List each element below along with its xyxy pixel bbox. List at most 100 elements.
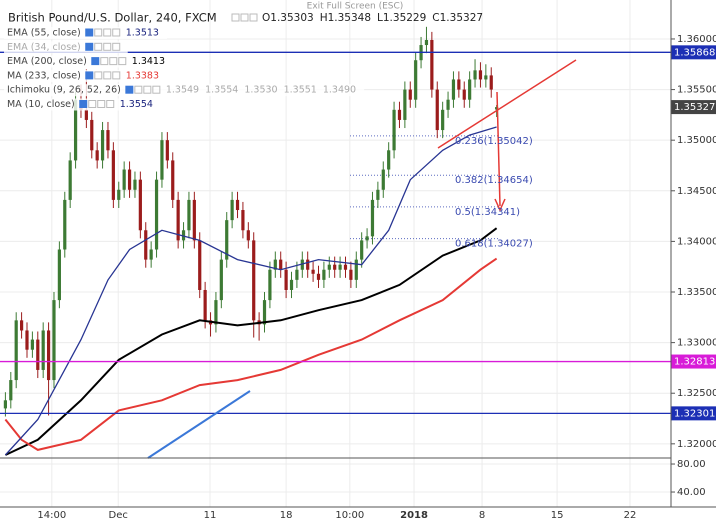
indicator-name: EMA (34, close) — [7, 42, 81, 53]
candle-body — [90, 119, 94, 151]
candle-body — [252, 240, 256, 321]
candle-body — [52, 300, 56, 381]
candle-body — [154, 179, 159, 250]
candle-body — [473, 70, 477, 80]
y-tick-label: 1.33500 — [677, 287, 716, 298]
candle-body — [387, 150, 391, 170]
icon — [91, 57, 100, 66]
indicator-value: 1.3513 — [126, 28, 159, 39]
icon — [112, 28, 121, 37]
y-tick-label: 1.34500 — [677, 186, 716, 197]
x-tick-label: 22 — [624, 510, 637, 521]
fib-label: 0.382(1.34654) — [455, 175, 533, 186]
candle-body — [376, 189, 380, 200]
candle-body — [225, 220, 229, 260]
y-tick-label: 1.32000 — [677, 439, 716, 450]
candle-body — [441, 109, 445, 131]
icon — [103, 28, 112, 37]
candle-body — [349, 269, 353, 280]
y-tick-label: 1.32500 — [677, 388, 716, 399]
x-tick-label: 2018 — [400, 510, 428, 521]
candle-body — [284, 269, 288, 290]
exit-fullscreen[interactable]: Exit Full Screen (ESC) — [307, 2, 404, 12]
y-tick-label: 1.35500 — [677, 85, 716, 96]
plot — [0, 26, 671, 456]
fib-label: 0.618(1.34027) — [455, 239, 533, 250]
candle-body — [268, 269, 272, 301]
candle-body — [446, 99, 450, 110]
candle-body — [397, 109, 402, 120]
fib-label: 0.236(1.35042) — [455, 136, 533, 147]
icon — [109, 57, 118, 66]
candle-body — [306, 259, 310, 270]
arrow — [496, 91, 501, 207]
icon — [240, 13, 249, 22]
candle-body — [138, 179, 142, 231]
indicator-name: MA (10, close) — [7, 99, 75, 110]
candle-body — [403, 89, 407, 120]
indicator-value: 1.3554 — [120, 99, 153, 110]
candle-body — [365, 236, 369, 241]
candle-body — [198, 240, 202, 290]
candle-body — [457, 79, 461, 90]
candle-body — [343, 264, 348, 270]
icon — [100, 57, 109, 66]
overlay: 1.32000 1.32500 1.33000 1.33500 1.34000 1.345… — [37, 34, 716, 521]
y-tick-label: 1.34000 — [677, 236, 716, 247]
candle-body — [333, 264, 337, 270]
candle-body — [68, 160, 72, 200]
x-tick-label: 15 — [551, 510, 564, 521]
candle-body — [219, 259, 223, 301]
candle-body — [214, 300, 218, 325]
fib-label: 0.5(1.34341) — [455, 207, 520, 218]
icon — [85, 71, 94, 80]
candle-body — [127, 169, 132, 190]
icon — [103, 71, 112, 80]
candle-body — [462, 89, 466, 100]
indicator-line — [4, 257, 498, 451]
trendline — [147, 390, 251, 459]
candle-body — [171, 160, 175, 200]
candle-body — [63, 199, 67, 250]
candle-body — [316, 273, 321, 280]
x-tick-label: 10:00 — [335, 510, 364, 521]
indicator-value: 1.3530 — [244, 85, 277, 96]
candle-body — [300, 259, 304, 270]
arrow-head — [494, 198, 506, 212]
indicator-name: EMA (200, close) — [7, 56, 87, 67]
candle-body — [451, 79, 456, 100]
icon — [97, 100, 106, 108]
candle-body — [354, 259, 358, 280]
ohlc-value: O1.35303 — [262, 12, 314, 24]
candle-body — [381, 169, 385, 190]
icon — [106, 100, 115, 108]
icon — [94, 28, 103, 37]
icon — [125, 85, 134, 94]
candle-body — [322, 269, 326, 280]
candle-body — [311, 269, 315, 274]
candle-body — [95, 150, 99, 161]
candle-body — [46, 330, 51, 381]
candle-body — [30, 339, 34, 350]
indicator-line — [4, 126, 497, 456]
candle-body — [230, 199, 234, 221]
icon — [231, 13, 240, 22]
candle-body — [84, 109, 88, 120]
candle-body — [327, 264, 331, 270]
icon — [112, 42, 121, 51]
candle-body — [478, 70, 483, 80]
candle-body — [468, 79, 472, 100]
x-tick-label: 11 — [204, 510, 217, 521]
price-label-box — [671, 45, 716, 60]
icon — [118, 57, 127, 66]
candle-body — [338, 264, 342, 270]
candle-body — [160, 140, 164, 180]
indicator-value: 1.3490 — [323, 85, 356, 96]
candle-body — [414, 60, 418, 100]
candle-body — [41, 330, 45, 370]
candle-body — [192, 199, 196, 241]
candle-body — [235, 199, 240, 211]
candle-body — [273, 259, 277, 270]
indicator-name: MA (233, close) — [7, 70, 81, 81]
indicator-value: 1.3383 — [126, 70, 159, 81]
